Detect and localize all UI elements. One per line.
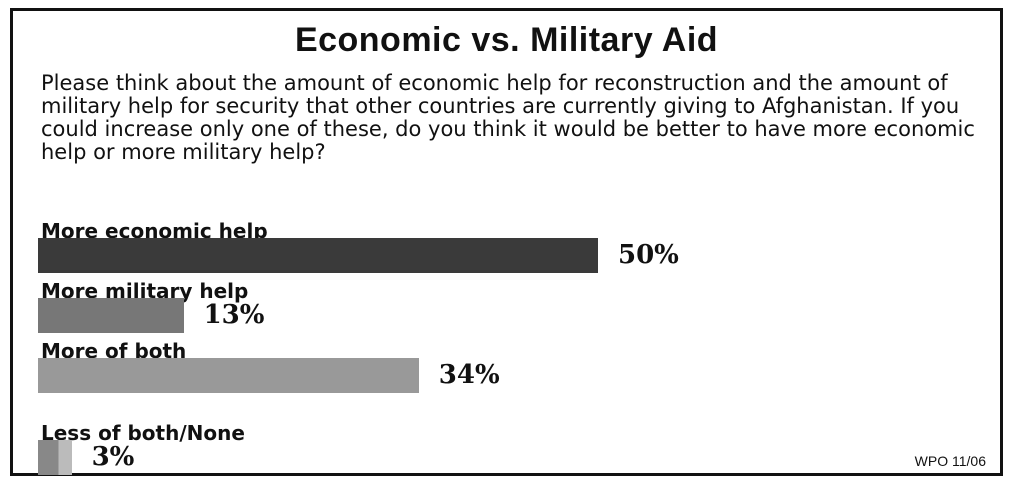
chart-title: Economic vs. Military Aid (294, 21, 719, 59)
bar (38, 298, 184, 333)
survey-question: Please think about the amount of economi… (41, 71, 975, 164)
scan-artifact (116, 13, 119, 21)
data-label: 3% (91, 442, 135, 472)
source-note: WPO 11/06 (914, 453, 986, 469)
bar (38, 238, 598, 273)
data-label: 50% (618, 240, 679, 270)
chart-frame: Economic vs. Military Aid Please think a… (10, 8, 1003, 476)
bar (38, 358, 419, 393)
data-label: 34% (438, 360, 500, 390)
bar (38, 440, 72, 475)
data-label: 13% (203, 300, 265, 330)
category-label: Less of both/None (41, 421, 245, 445)
